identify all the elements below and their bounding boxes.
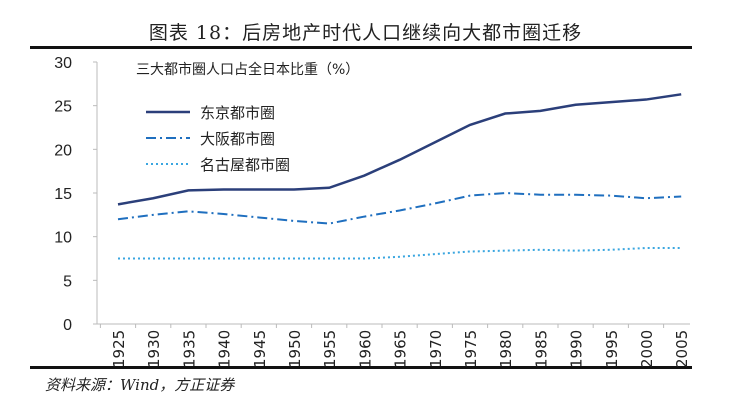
x-tick-label: 1970	[427, 330, 445, 368]
y-tick-label: 5	[63, 273, 72, 290]
figure-title: 图表 18：后房地产时代人口继续向大都市圈迁移	[148, 22, 583, 44]
x-tick-label: 1960	[356, 330, 374, 368]
x-tick-label: 1940	[216, 330, 234, 368]
y-tick-label: 15	[54, 186, 72, 203]
x-tick-label: 2000	[638, 330, 656, 368]
series-line-2	[117, 191, 682, 225]
legend-label: 名古屋都市圈	[200, 156, 290, 174]
y-tick-label: 30	[54, 55, 72, 72]
x-tick-label: 1980	[497, 330, 515, 368]
x-tick-label: 1955	[321, 330, 339, 368]
y-tick-label: 20	[54, 142, 72, 159]
series-line-1	[117, 93, 682, 206]
bottom-rule	[30, 366, 692, 369]
x-tick-label: 1950	[286, 330, 304, 368]
series-line-3	[118, 247, 682, 260]
x-tick-label: 1990	[568, 330, 586, 368]
x-tick-label: 2005	[673, 330, 691, 368]
legend-label: 大阪都市圈	[200, 130, 275, 148]
top-rule	[30, 46, 692, 49]
x-tick-label: 1965	[392, 330, 410, 368]
y-tick-label: 25	[54, 99, 72, 116]
x-tick-label: 1935	[180, 330, 198, 368]
x-tick-label: 1985	[532, 330, 550, 368]
x-tick-label: 1925	[110, 330, 128, 368]
y-tick-label: 0	[63, 317, 72, 334]
legend-label: 东京都市圈	[200, 104, 275, 122]
x-tick-label: 1945	[251, 330, 269, 368]
x-tick-label: 1995	[603, 330, 621, 368]
x-tick-label: 1930	[145, 330, 163, 368]
source-note: 资料来源：Wind，方正证券	[45, 376, 235, 394]
chart-title: 三大都市圈人口占全日本比重（%）	[136, 61, 359, 78]
y-tick-label: 10	[54, 230, 72, 247]
x-tick-label: 1975	[462, 330, 480, 368]
